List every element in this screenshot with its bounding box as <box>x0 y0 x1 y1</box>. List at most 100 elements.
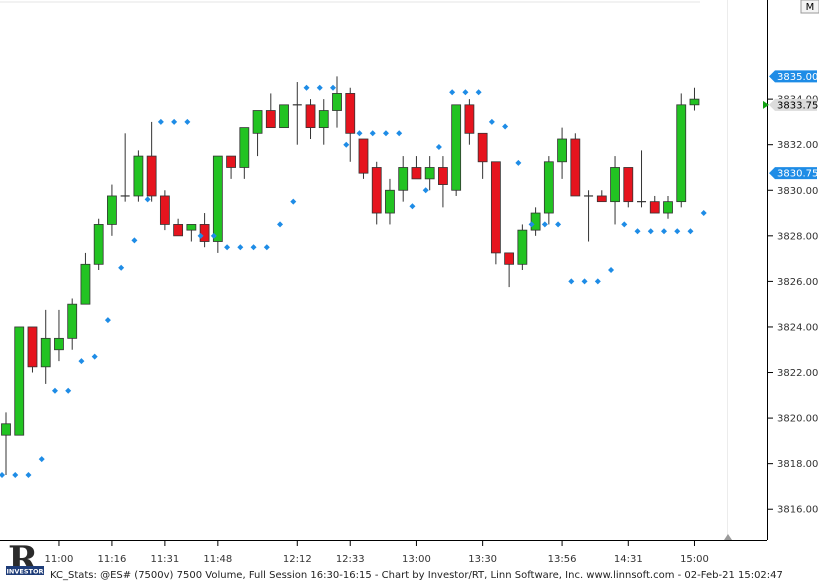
psar-dot <box>25 472 32 479</box>
candle-6 <box>80 252 91 305</box>
psar-dot <box>330 84 336 91</box>
candle-body <box>490 161 501 254</box>
candle-body <box>133 155 144 197</box>
candle-body <box>67 303 78 339</box>
y-tick-label: 3832.00 <box>777 140 818 151</box>
candle-23 <box>305 99 316 139</box>
candle-49 <box>649 195 660 214</box>
candle-28 <box>371 161 382 225</box>
psar-dot <box>462 89 469 96</box>
psar-dot <box>661 228 667 235</box>
candle-body <box>186 224 197 231</box>
psar-dot <box>356 130 363 137</box>
candle-body <box>332 93 342 111</box>
psar-dot <box>634 228 641 235</box>
candle-0 <box>1 412 11 476</box>
psar-dot <box>171 118 178 125</box>
psar-dot <box>555 221 562 228</box>
candle-body <box>570 138 581 197</box>
y-tick-label: 3824.00 <box>777 322 818 333</box>
candle-body <box>504 252 515 265</box>
candle-body <box>371 167 382 214</box>
x-tick-label: 11:00 <box>45 554 74 565</box>
candle-20 <box>265 93 276 129</box>
psar-dot <box>581 278 588 285</box>
x-tick-label: 13:00 <box>402 554 431 565</box>
psar-dot <box>396 130 403 137</box>
x-tick-label: 12:12 <box>283 554 312 565</box>
x-tick-label: 13:30 <box>468 554 497 565</box>
candle-body <box>623 167 634 203</box>
candle-body <box>159 195 170 225</box>
candle-body <box>596 195 607 203</box>
candle-body <box>649 201 660 214</box>
psar-dot <box>157 118 164 125</box>
psar-dot <box>343 141 350 148</box>
price-tags: 3835.00 3833.75 3830.75 <box>763 70 818 180</box>
psar-dot <box>290 198 297 205</box>
candle-40 <box>530 207 541 236</box>
y-tick-label: 3816.00 <box>777 505 818 516</box>
candle-body <box>252 110 263 134</box>
y-tick-label: 3826.00 <box>777 277 818 288</box>
price-axis: 3816.00 3818.00 3820.00 3822.00 3824.00 3826.… <box>767 95 818 516</box>
psar-dot <box>263 244 270 251</box>
psar-dot <box>210 232 217 239</box>
candle-30 <box>398 156 409 202</box>
candle-body <box>279 104 289 129</box>
candle-16 <box>212 155 223 253</box>
psar-dot <box>197 232 204 239</box>
mode-button-label[interactable]: M <box>806 2 815 13</box>
candle-body <box>305 104 316 129</box>
investor-rt-logo: R INVESTOR <box>6 539 44 581</box>
candle-body <box>411 167 422 180</box>
candle-body <box>27 326 38 368</box>
price-tag-box <box>769 167 817 180</box>
candle-body <box>385 189 395 214</box>
psar-dot <box>674 228 681 235</box>
candle-52 <box>689 87 700 111</box>
psar-dot <box>131 237 138 244</box>
candle-body <box>689 98 700 106</box>
price-tag-box <box>769 98 817 111</box>
psar-dot <box>647 228 654 235</box>
status-bar <box>0 566 819 582</box>
candle-body <box>464 104 475 134</box>
candle-body <box>107 195 117 225</box>
candle-46 <box>610 156 620 225</box>
candle-8 <box>107 184 117 236</box>
psar-dot <box>528 221 535 228</box>
candle-11 <box>146 121 157 202</box>
psar-dot <box>687 228 694 235</box>
candle-10 <box>133 150 144 202</box>
x-tick-label: 11:31 <box>150 554 179 565</box>
candle-17 <box>226 155 236 179</box>
candle-47 <box>623 167 634 208</box>
logo-wordmark: INVESTOR <box>7 568 44 576</box>
x-tick-label: 11:48 <box>203 554 232 565</box>
x-tick-label: 12:33 <box>336 554 365 565</box>
candle-body <box>451 104 462 191</box>
time-axis: 11:00 11:16 11:31 11:48 12:12 12:33 13:00 13:30… <box>45 540 709 565</box>
candle-body <box>398 167 409 191</box>
psar-dot <box>488 118 495 125</box>
y-tick-label: 3828.00 <box>777 231 818 242</box>
candle-33 <box>438 156 448 208</box>
mode-button-frame[interactable] <box>800 0 819 14</box>
psar-dot <box>382 130 389 137</box>
y-tick-label: 3830.00 <box>777 186 818 197</box>
psar-dot <box>51 387 58 394</box>
psar-dot <box>38 456 45 463</box>
candle-14 <box>186 224 197 242</box>
candle-body <box>226 155 236 168</box>
psar-dot <box>277 221 284 228</box>
y-tick-label: 3820.00 <box>777 414 818 425</box>
mode-button[interactable]: M <box>800 0 819 14</box>
x-tick-label: 11:16 <box>98 554 127 565</box>
candle-31 <box>411 156 422 180</box>
candle-body <box>40 337 51 368</box>
psar-dot <box>449 89 456 96</box>
psar-dot <box>422 187 429 194</box>
candle-38 <box>504 252 515 288</box>
